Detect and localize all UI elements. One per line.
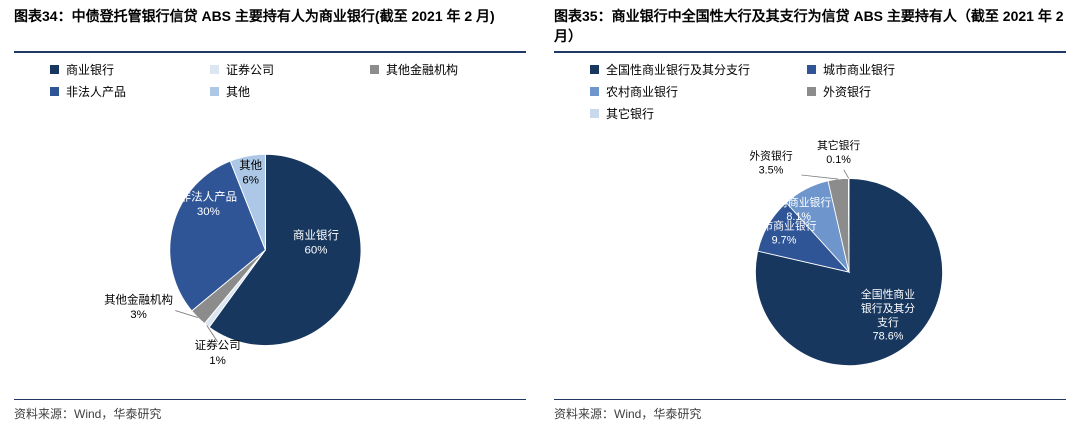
legend-label: 外资银行 <box>823 84 872 99</box>
label-leader-line <box>801 174 839 180</box>
pie-slice <box>229 153 266 251</box>
legend-label: 商业银行 <box>66 62 115 77</box>
legend-swatch <box>590 86 599 96</box>
legend-swatch <box>50 64 59 74</box>
figure-title: 图表35：商业银行中全国性大行及其支行为信贷 ABS 主要持有人（截至 2021… <box>554 8 1064 45</box>
pie-label: 农村商业银行 8.1% <box>766 195 831 223</box>
pie-label: 商业银行 60% <box>293 228 339 257</box>
pie-label: 外资银行 3.5% <box>749 148 792 176</box>
legend: 全国性商业银行及其分支行 城市商业银行农村商业银行 外资银行其它银行 <box>554 61 1066 121</box>
source-note: 资料来源：Wind，华泰研究 <box>14 399 526 422</box>
legend-item: 其他金融机构 <box>370 61 526 77</box>
pie-label: 其他金融机构 3% <box>104 292 173 321</box>
legend-label: 其他金融机构 <box>386 62 459 77</box>
legend-swatch <box>50 86 59 96</box>
label-leader-line <box>206 325 218 343</box>
pie-label: 全国性商业银行及其分支行 78.6% <box>861 287 915 343</box>
figure-34: 图表34：中债登托管银行信贷 ABS 主要持有人为商业银行(截至 2021 年 … <box>14 8 526 422</box>
pie-label: 证券公司 1% <box>195 338 241 367</box>
label-leader-line <box>175 310 198 318</box>
legend-item: 其它银行 <box>590 105 797 121</box>
pie-slice <box>847 178 850 273</box>
figure-title: 图表34：中债登托管银行信贷 ABS 主要持有人为商业银行(截至 2021 年 … <box>14 8 495 24</box>
legend-label: 城市商业银行 <box>823 62 896 77</box>
legend-label: 全国性商业银行及其分支行 <box>606 62 751 77</box>
label-leader-line <box>843 169 850 179</box>
title-rule <box>14 51 526 53</box>
legend-item: 非法人产品 <box>50 83 200 99</box>
pie-chart: 全国性商业银行及其分支行 78.6% 城市商业银行 9.7%农村商业银行 8.1% 外资银… <box>749 138 943 367</box>
legend-swatch <box>210 86 219 96</box>
figure-35: 图表35：商业银行中全国性大行及其支行为信贷 ABS 主要持有人（截至 2021… <box>540 0 1080 432</box>
legend-swatch <box>807 86 816 96</box>
legend-swatch <box>210 64 219 74</box>
legend-item: 商业银行 <box>50 61 200 77</box>
pie-slice <box>169 160 266 312</box>
title-rule <box>554 51 1066 53</box>
legend-label: 证券公司 <box>226 62 275 77</box>
source-note: 资料来源：Wind，华泰研究 <box>554 399 1066 422</box>
legend-item: 证券公司 <box>210 61 360 77</box>
legend-item: 其他 <box>210 83 360 99</box>
pie-chart: 商业银行 60% 证券公司 1% 其他金融机构 3% 非法人产品 30%其他 6% <box>104 153 362 367</box>
legend-swatch <box>590 64 599 74</box>
legend-label: 非法人产品 <box>66 84 127 99</box>
pie-slice <box>208 153 362 346</box>
legend-swatch <box>590 108 599 118</box>
legend-item: 外资银行 <box>807 83 1066 99</box>
legend-swatch <box>807 64 816 74</box>
pie-label: 其他 6% <box>239 159 262 187</box>
pie-label: 非法人产品 30% <box>180 189 237 218</box>
legend-label: 其它银行 <box>606 106 655 121</box>
legend: 商业银行 证券公司 其他金融机构非法人产品 其他 <box>14 61 526 99</box>
legend-item: 城市商业银行 <box>807 61 1066 77</box>
legend-label: 其他 <box>226 84 251 99</box>
pie-label: 城市商业银行 9.7% <box>752 219 817 247</box>
legend-label: 农村商业银行 <box>606 84 679 99</box>
pie-label: 其它银行 0.1% <box>817 138 860 166</box>
legend-swatch <box>370 64 379 74</box>
legend-item: 全国性商业银行及其分支行 <box>590 61 797 77</box>
legend-item: 农村商业银行 <box>590 83 797 99</box>
